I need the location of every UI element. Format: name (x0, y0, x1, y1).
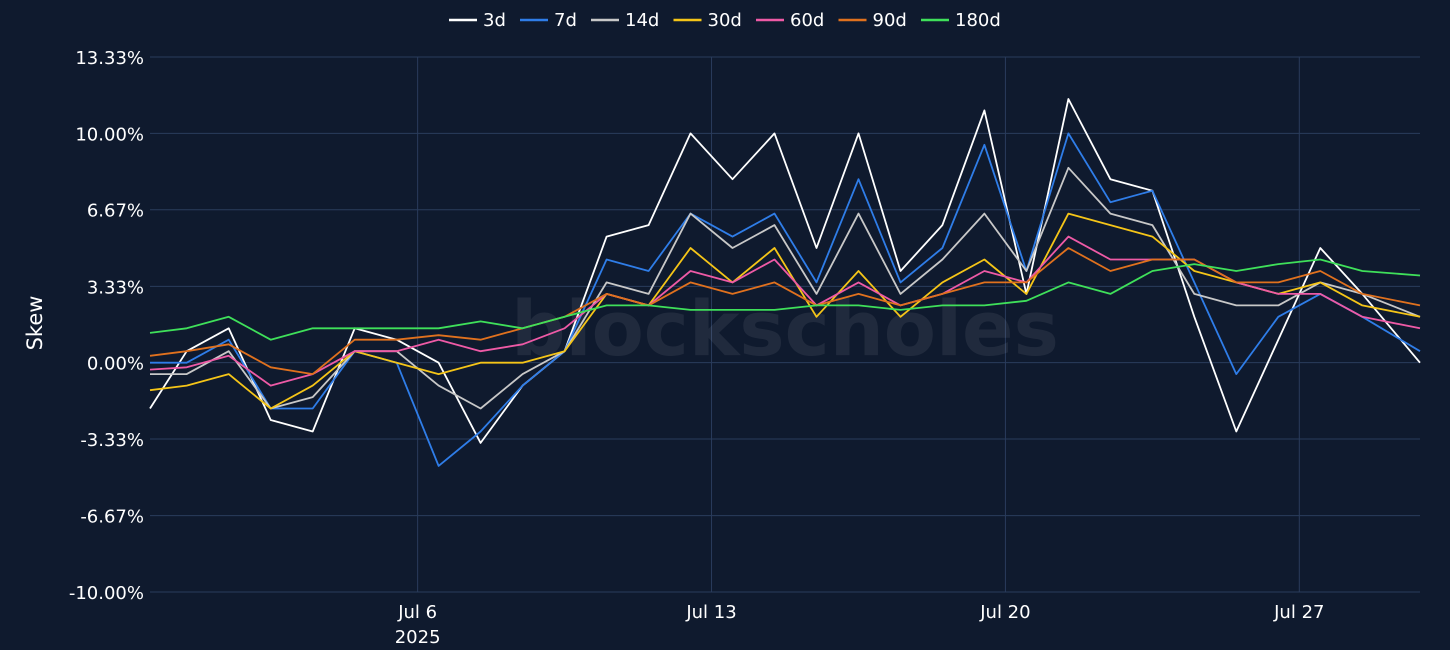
y-tick-label: -6.67% (80, 507, 144, 528)
y-tick-label: 10.00% (75, 124, 144, 145)
y-tick-label: -3.33% (80, 430, 144, 451)
x-tick-label: Jul 27 (1273, 602, 1324, 623)
legend-label: 30d (708, 10, 742, 31)
x-tick-label: Jul 13 (685, 602, 736, 623)
legend-label: 14d (625, 10, 659, 31)
series-line-90d (149, 247, 1421, 376)
legend-label: 3d (483, 10, 506, 31)
series-line-180d (149, 258, 1421, 341)
legend-item-180d[interactable]: 180d (921, 10, 1001, 31)
legend-item-90d[interactable]: 90d (838, 10, 907, 31)
legend-item-7d[interactable]: 7d (520, 10, 577, 31)
legend[interactable]: 3d 7d 14d 30d 60d 90d 180d (449, 10, 1001, 31)
x-tick-year-label: 2025 (395, 627, 441, 648)
y-tick-label: 3.33% (87, 277, 144, 298)
y-tick-label: -10.00% (69, 583, 144, 604)
legend-label: 180d (955, 10, 1001, 31)
y-tick-label: 0.00% (87, 354, 144, 375)
x-tick-label: Jul 20 (979, 602, 1030, 623)
legend-item-14d[interactable]: 14d (591, 10, 659, 31)
x-tick-label: Jul 6 (397, 602, 437, 623)
y-axis-title: Skew (23, 296, 47, 351)
legend-item-3d[interactable]: 3d (449, 10, 506, 31)
legend-label: 90d (873, 10, 907, 31)
y-tick-label: 13.33% (75, 48, 144, 69)
legend-label: 7d (554, 10, 577, 31)
y-axis-ticks: 13.33% 10.00% 6.67% 3.33% 0.00% -3.33% -6.67% -… (69, 48, 144, 604)
series-lines (149, 98, 1421, 467)
watermark-logo: blockscholes (511, 284, 1059, 373)
legend-label: 60d (790, 10, 824, 31)
legend-item-60d[interactable]: 60d (756, 10, 824, 31)
grid (150, 56, 1420, 593)
y-tick-label: 6.67% (87, 201, 144, 222)
legend-item-30d[interactable]: 30d (673, 10, 742, 31)
x-axis-ticks: Jul 6 2025 Jul 13 Jul 20 Jul 27 (395, 602, 1325, 648)
